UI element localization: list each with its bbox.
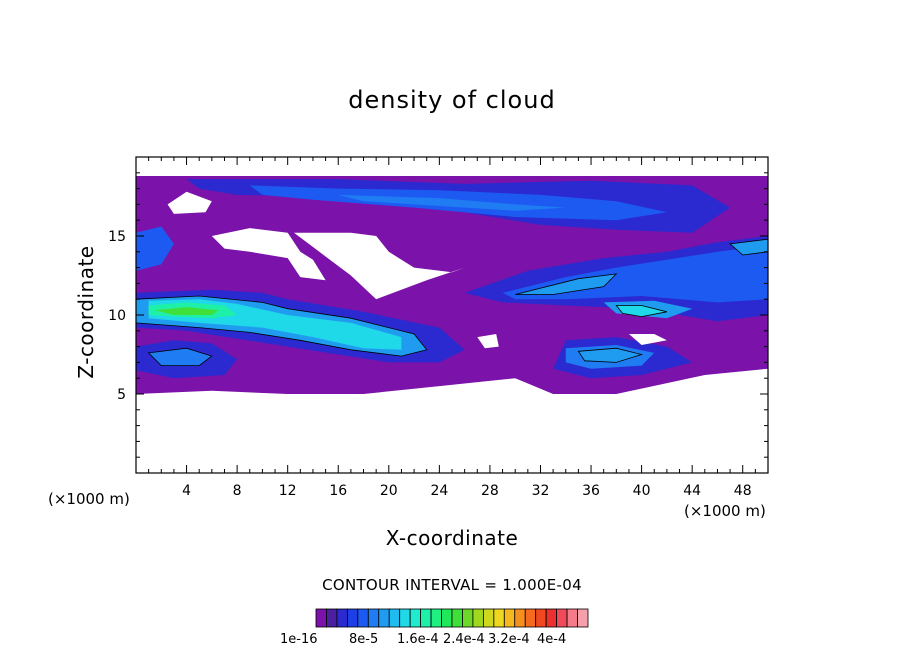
colorbar-swatch	[566, 608, 578, 628]
x-tick-label: 16	[329, 483, 347, 499]
filled-contours	[136, 176, 768, 394]
x-tick-label: 24	[430, 483, 448, 499]
colorbar-swatch	[399, 608, 411, 628]
contour-line	[147, 347, 213, 367]
colorbar-swatch	[545, 608, 558, 628]
x-tick-label: 28	[481, 483, 499, 499]
colorbar-swatch	[336, 608, 348, 628]
y-tick-label: 5	[117, 387, 126, 403]
colorbar-swatch	[514, 608, 526, 628]
x-tick-label: 12	[279, 483, 297, 499]
colorbar	[315, 608, 589, 628]
colorbar-swatch	[503, 608, 516, 628]
colorbar-swatch	[430, 608, 442, 628]
colorbar-swatch	[441, 608, 453, 628]
colorbar-label: 1e-16	[280, 632, 318, 647]
x-tick-label: 4	[182, 483, 191, 499]
y-tick-label: 10	[108, 308, 126, 324]
x-tick-label: 8	[233, 483, 242, 499]
colorbar-swatch	[367, 608, 380, 628]
contour-line	[577, 347, 644, 363]
colorbar-label: 8e-5	[349, 632, 379, 647]
contour-lines	[135, 238, 769, 367]
contour-region	[338, 194, 566, 211]
empty-regions	[167, 191, 667, 349]
empty-region	[477, 334, 499, 349]
colorbar-swatch	[556, 608, 568, 628]
contour-region	[155, 307, 219, 315]
colorbar-swatch	[357, 608, 369, 628]
contour-region	[515, 273, 617, 295]
colorbar-swatch	[535, 608, 547, 628]
x-unit-right: (×1000 m)	[684, 502, 766, 520]
colorbar-label: 3.2e-4	[488, 632, 530, 647]
x-tick-label: 48	[734, 483, 752, 499]
x-tick-label: 20	[380, 483, 398, 499]
y-tick-label: 15	[108, 229, 126, 245]
empty-region	[294, 232, 465, 300]
contour-line	[515, 273, 618, 295]
contour-region	[730, 239, 768, 255]
colorbar-swatch	[462, 608, 474, 628]
colorbar-swatch	[315, 608, 327, 628]
contour-line	[615, 305, 667, 318]
empty-region	[167, 191, 212, 214]
chart-title: density of cloud	[348, 86, 556, 114]
empty-region	[211, 228, 326, 281]
x-tick-label: 40	[633, 483, 651, 499]
colorbar-label: 4e-4	[537, 632, 567, 647]
colorbar-label: 1.6e-4	[397, 632, 439, 647]
colorbar-swatch	[524, 608, 537, 628]
empty-region	[629, 334, 667, 345]
colorbar-swatch	[472, 608, 484, 628]
y-axis-label: Z-coordinate	[74, 245, 98, 379]
colorbar-swatch	[409, 608, 422, 628]
contour-line	[135, 295, 428, 357]
colorbar-swatch	[493, 608, 505, 628]
x-tick-label: 32	[532, 483, 550, 499]
contour-region	[578, 348, 642, 363]
colorbar-label: 2.4e-4	[443, 632, 485, 647]
x-tick-label: 36	[582, 483, 600, 499]
x-axis-label: X-coordinate	[385, 526, 519, 550]
colorbar-swatch	[326, 608, 338, 628]
colorbar-swatch	[378, 608, 390, 628]
colorbar-swatch	[577, 608, 589, 628]
colorbar-swatch	[482, 608, 495, 628]
colorbar-swatch	[451, 608, 463, 628]
colorbar-swatch	[420, 608, 432, 628]
x-tick-label: 44	[683, 483, 701, 499]
colorbar-swatch	[346, 608, 359, 628]
colorbar-swatch	[388, 608, 401, 628]
x-unit-left: (×1000 m)	[48, 490, 130, 508]
contour-region	[136, 226, 174, 271]
contour-region	[148, 348, 212, 366]
contour-interval-text: CONTOUR INTERVAL = 1.000E-04	[322, 576, 582, 594]
